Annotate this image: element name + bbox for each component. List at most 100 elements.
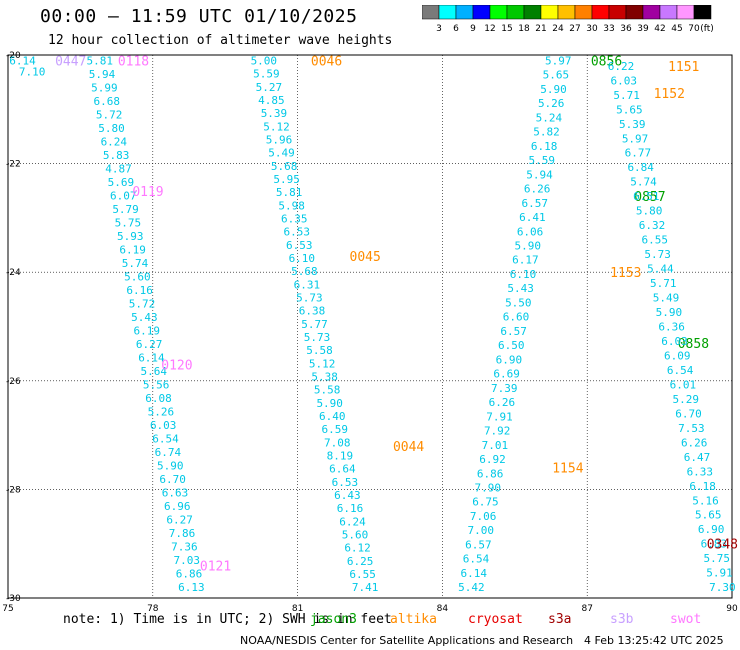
swh-value: 4.85 bbox=[258, 94, 285, 107]
satellite-tracks: 5.815.945.996.685.725.806.245.834.875.69… bbox=[9, 54, 738, 594]
legend-swatch bbox=[659, 5, 678, 20]
swh-value: 5.12 bbox=[309, 357, 336, 370]
swh-value: 5.75 bbox=[115, 216, 142, 229]
swh-value: 6.12 bbox=[344, 542, 371, 555]
swh-value: 5.69 bbox=[108, 176, 135, 189]
swh-value: 6.90 bbox=[698, 523, 725, 536]
swh-value: 6.53 bbox=[332, 476, 359, 489]
legend-label: 3 bbox=[436, 24, 442, 34]
swh-value: 6.60 bbox=[503, 311, 530, 324]
legend-swatch bbox=[438, 5, 457, 20]
pass-time-label: 0856 bbox=[591, 54, 622, 69]
track-altika: 6.226.035.715.655.395.976.776.845.746.51… bbox=[552, 60, 735, 594]
swh-value: 5.96 bbox=[266, 133, 293, 146]
swh-value: 6.38 bbox=[299, 305, 326, 318]
swh-value: 5.99 bbox=[91, 81, 118, 94]
swh-value: 6.26 bbox=[489, 396, 516, 409]
swh-value: 6.18 bbox=[689, 480, 716, 493]
swh-value: 5.49 bbox=[268, 147, 295, 160]
pass-time-label: 0046 bbox=[311, 54, 342, 69]
legend-label: 15 bbox=[501, 24, 512, 34]
swh-value: 6.08 bbox=[145, 392, 172, 405]
satellite-label-jason3: jason3 bbox=[310, 612, 357, 627]
swh-value: 6.70 bbox=[675, 407, 702, 420]
swh-value: 5.71 bbox=[650, 277, 677, 290]
swh-value: 5.60 bbox=[342, 528, 369, 541]
track-jason3: 5.975.655.905.265.245.826.185.595.946.26… bbox=[458, 54, 709, 594]
legend-label: 12 bbox=[484, 24, 495, 34]
y-tick-label: -20 bbox=[6, 51, 21, 61]
swh-value: 6.59 bbox=[322, 423, 349, 436]
swh-value: 6.36 bbox=[658, 321, 685, 334]
swh-value: 5.90 bbox=[316, 397, 343, 410]
swh-value: 5.93 bbox=[117, 230, 144, 243]
swh-value: 5.80 bbox=[98, 122, 125, 135]
swh-value: 5.98 bbox=[278, 199, 305, 212]
swh-value: 6.68 bbox=[94, 95, 121, 108]
satellite-label-swot: swot bbox=[670, 612, 702, 627]
legend-swatch bbox=[489, 5, 508, 20]
swh-value: 5.12 bbox=[263, 120, 290, 133]
legend-swatch bbox=[422, 5, 440, 20]
swh-value: 5.81 bbox=[86, 54, 113, 67]
swh-value: 5.77 bbox=[301, 318, 328, 331]
swh-value: 5.73 bbox=[644, 248, 671, 261]
swh-value: 6.57 bbox=[522, 197, 549, 210]
pass-time-label: 0858 bbox=[678, 337, 709, 352]
footer-note: note: 1) Time is in UTC; 2) SWH is in fe… bbox=[63, 612, 392, 627]
swh-value: 5.72 bbox=[96, 108, 123, 121]
legend-swatch bbox=[540, 5, 559, 20]
legend-swatch bbox=[591, 5, 610, 20]
satellite-label-s3b: s3b bbox=[610, 612, 634, 627]
swh-value: 6.55 bbox=[642, 234, 669, 247]
swh-value: 7.53 bbox=[678, 422, 705, 435]
swh-value: 5.90 bbox=[157, 460, 184, 473]
swh-value: 5.26 bbox=[148, 406, 175, 419]
swh-value: 6.19 bbox=[119, 244, 146, 257]
swh-value: 6.54 bbox=[667, 364, 694, 377]
pass-time-label: 0119 bbox=[132, 185, 163, 200]
pass-time-label: 1153 bbox=[610, 266, 641, 281]
y-tick-label: -22 bbox=[6, 160, 21, 170]
x-tick-label: 75 bbox=[2, 604, 13, 614]
swh-value: 5.74 bbox=[122, 257, 149, 270]
swh-value: 5.94 bbox=[89, 68, 116, 81]
legend-swatch bbox=[676, 5, 695, 20]
swh-value: 6.24 bbox=[339, 515, 366, 528]
legend-unit: (ft) bbox=[700, 24, 714, 34]
satellite-label-cryosat: cryosat bbox=[468, 612, 523, 627]
pass-time-label: 0045 bbox=[350, 250, 381, 265]
swh-value: 6.57 bbox=[465, 538, 492, 551]
pass-time-label: 1152 bbox=[654, 87, 685, 102]
swh-value: 5.95 bbox=[273, 173, 300, 186]
pass-time-label: 0120 bbox=[161, 359, 192, 374]
generated-timestamp: 4 Feb 13:25:42 UTC 2025 bbox=[584, 634, 724, 647]
swh-value: 5.68 bbox=[291, 265, 318, 278]
pass-time-label: 1154 bbox=[552, 462, 583, 477]
swh-value: 6.50 bbox=[498, 339, 525, 352]
swh-value: 5.59 bbox=[529, 154, 556, 167]
legend-swatch bbox=[642, 5, 661, 20]
pass-time-label: 0121 bbox=[200, 559, 231, 574]
swh-value: 6.24 bbox=[101, 135, 128, 148]
swh-value: 6.27 bbox=[166, 514, 193, 527]
swh-value: 5.00 bbox=[251, 54, 278, 67]
swh-value: 5.29 bbox=[672, 393, 699, 406]
x-tick-label: 90 bbox=[726, 604, 738, 614]
swh-value: 5.60 bbox=[124, 271, 151, 284]
swh-value: 7.86 bbox=[169, 527, 196, 540]
track-s3a: 0348 bbox=[707, 538, 738, 553]
legend-swatch bbox=[455, 5, 474, 20]
pass-time-label: 0348 bbox=[707, 538, 738, 553]
legend-label: 9 bbox=[470, 24, 476, 34]
swh-value: 5.59 bbox=[253, 68, 280, 81]
swh-value: 5.42 bbox=[458, 581, 485, 594]
swh-value: 6.54 bbox=[152, 433, 179, 446]
swh-value: 6.77 bbox=[625, 147, 652, 160]
legend-swatch bbox=[506, 5, 525, 20]
swh-value: 5.75 bbox=[703, 552, 730, 565]
swh-value: 6.31 bbox=[294, 278, 321, 291]
swh-value: 7.00 bbox=[468, 524, 495, 537]
swh-value: 6.19 bbox=[133, 325, 160, 338]
swh-value: 7.92 bbox=[484, 425, 511, 438]
